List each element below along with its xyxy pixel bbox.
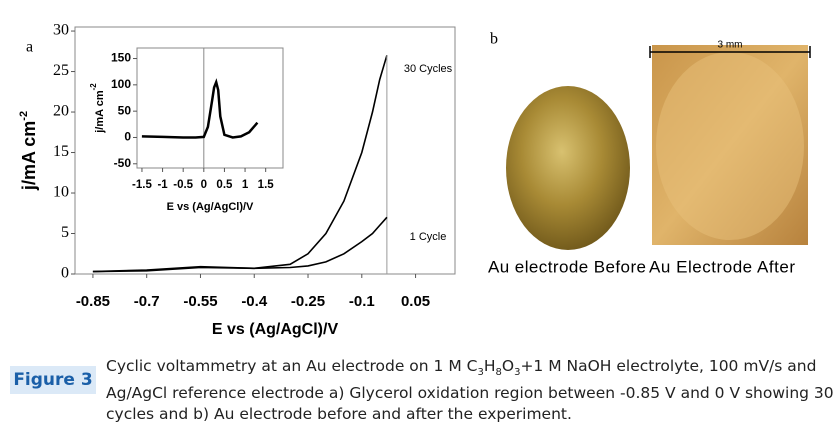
caption-part: Cyclic voltammetry at an Au electrode on…	[106, 357, 478, 375]
x-axis-label: E vs (Ag/AgCl)/V	[167, 201, 254, 213]
y-tick-label: 0	[61, 265, 69, 282]
x-tick-label: 0.5	[216, 179, 233, 191]
x-tick-label: -0.7	[134, 293, 160, 310]
series-label: 30 Cycles	[404, 63, 453, 75]
x-tick-label: -0.55	[183, 293, 217, 310]
figure: a b 3 mm Au electrode Before Au Electrod…	[18, 22, 811, 338]
y-axis-label-text: j/mA cm	[94, 90, 106, 134]
x-tick-label: 1	[242, 179, 249, 191]
photo-after-disc	[656, 52, 804, 240]
y-tick-label: 15	[53, 143, 69, 160]
y-tick-label: 150	[111, 51, 131, 65]
y-axis-label-sup: -2	[89, 83, 98, 91]
data-line	[141, 78, 259, 139]
y-axis-label: j/mA cm-2	[18, 111, 39, 191]
y-tick-label: 100	[111, 77, 131, 91]
y-tick-label: 10	[53, 184, 69, 201]
photo-label: Au Electrode After	[649, 257, 795, 276]
y-axis-label: j/mA cm-2	[89, 83, 106, 134]
y-tick-label: 30	[53, 22, 69, 39]
x-tick-label: -0.4	[241, 293, 268, 310]
caption-label: Figure 3	[10, 366, 96, 394]
x-tick-label: -1	[157, 179, 168, 191]
panel-label: a	[26, 39, 33, 56]
caption-part: 8	[495, 367, 502, 379]
caption: Cyclic voltammetry at an Au electrode on…	[106, 356, 836, 425]
caption-part: O	[501, 357, 515, 375]
x-tick-label: -1.5	[132, 179, 152, 191]
caption-part: 3	[477, 367, 484, 379]
photo-label: Au electrode Before	[488, 257, 646, 276]
x-axis-label: E vs (Ag/AgCl)/V	[212, 321, 339, 338]
y-axis-label-text: j/mA cm	[19, 121, 39, 191]
y-axis-label-sup: -2	[18, 111, 30, 121]
x-tick-label: 0	[201, 179, 207, 191]
caption-part: H	[483, 357, 496, 375]
y-tick-label: 25	[53, 62, 69, 79]
y-tick-label: 50	[118, 103, 132, 117]
caption-part: +1 M NaOH electrolyte, 100 mV/s and Ag/A…	[106, 357, 834, 424]
x-tick-label: -0.85	[76, 293, 110, 310]
x-tick-label: -0.5	[173, 179, 193, 191]
photo-before	[506, 86, 630, 250]
data-line	[92, 216, 388, 273]
y-tick-label: -50	[114, 156, 132, 170]
y-tick-label: 0	[124, 130, 131, 144]
panel-label: b	[490, 31, 498, 48]
y-tick-label: 20	[53, 103, 69, 120]
y-tick-label: 5	[61, 224, 69, 241]
x-tick-label: 0.05	[401, 293, 430, 310]
x-tick-label: -0.1	[349, 293, 375, 310]
x-tick-label: -0.25	[291, 293, 325, 310]
caption-part: 3	[514, 367, 521, 379]
scale-label: 3 mm	[718, 40, 743, 51]
x-tick-label: 1.5	[258, 179, 275, 191]
series-label: 1 Cycle	[410, 231, 447, 243]
